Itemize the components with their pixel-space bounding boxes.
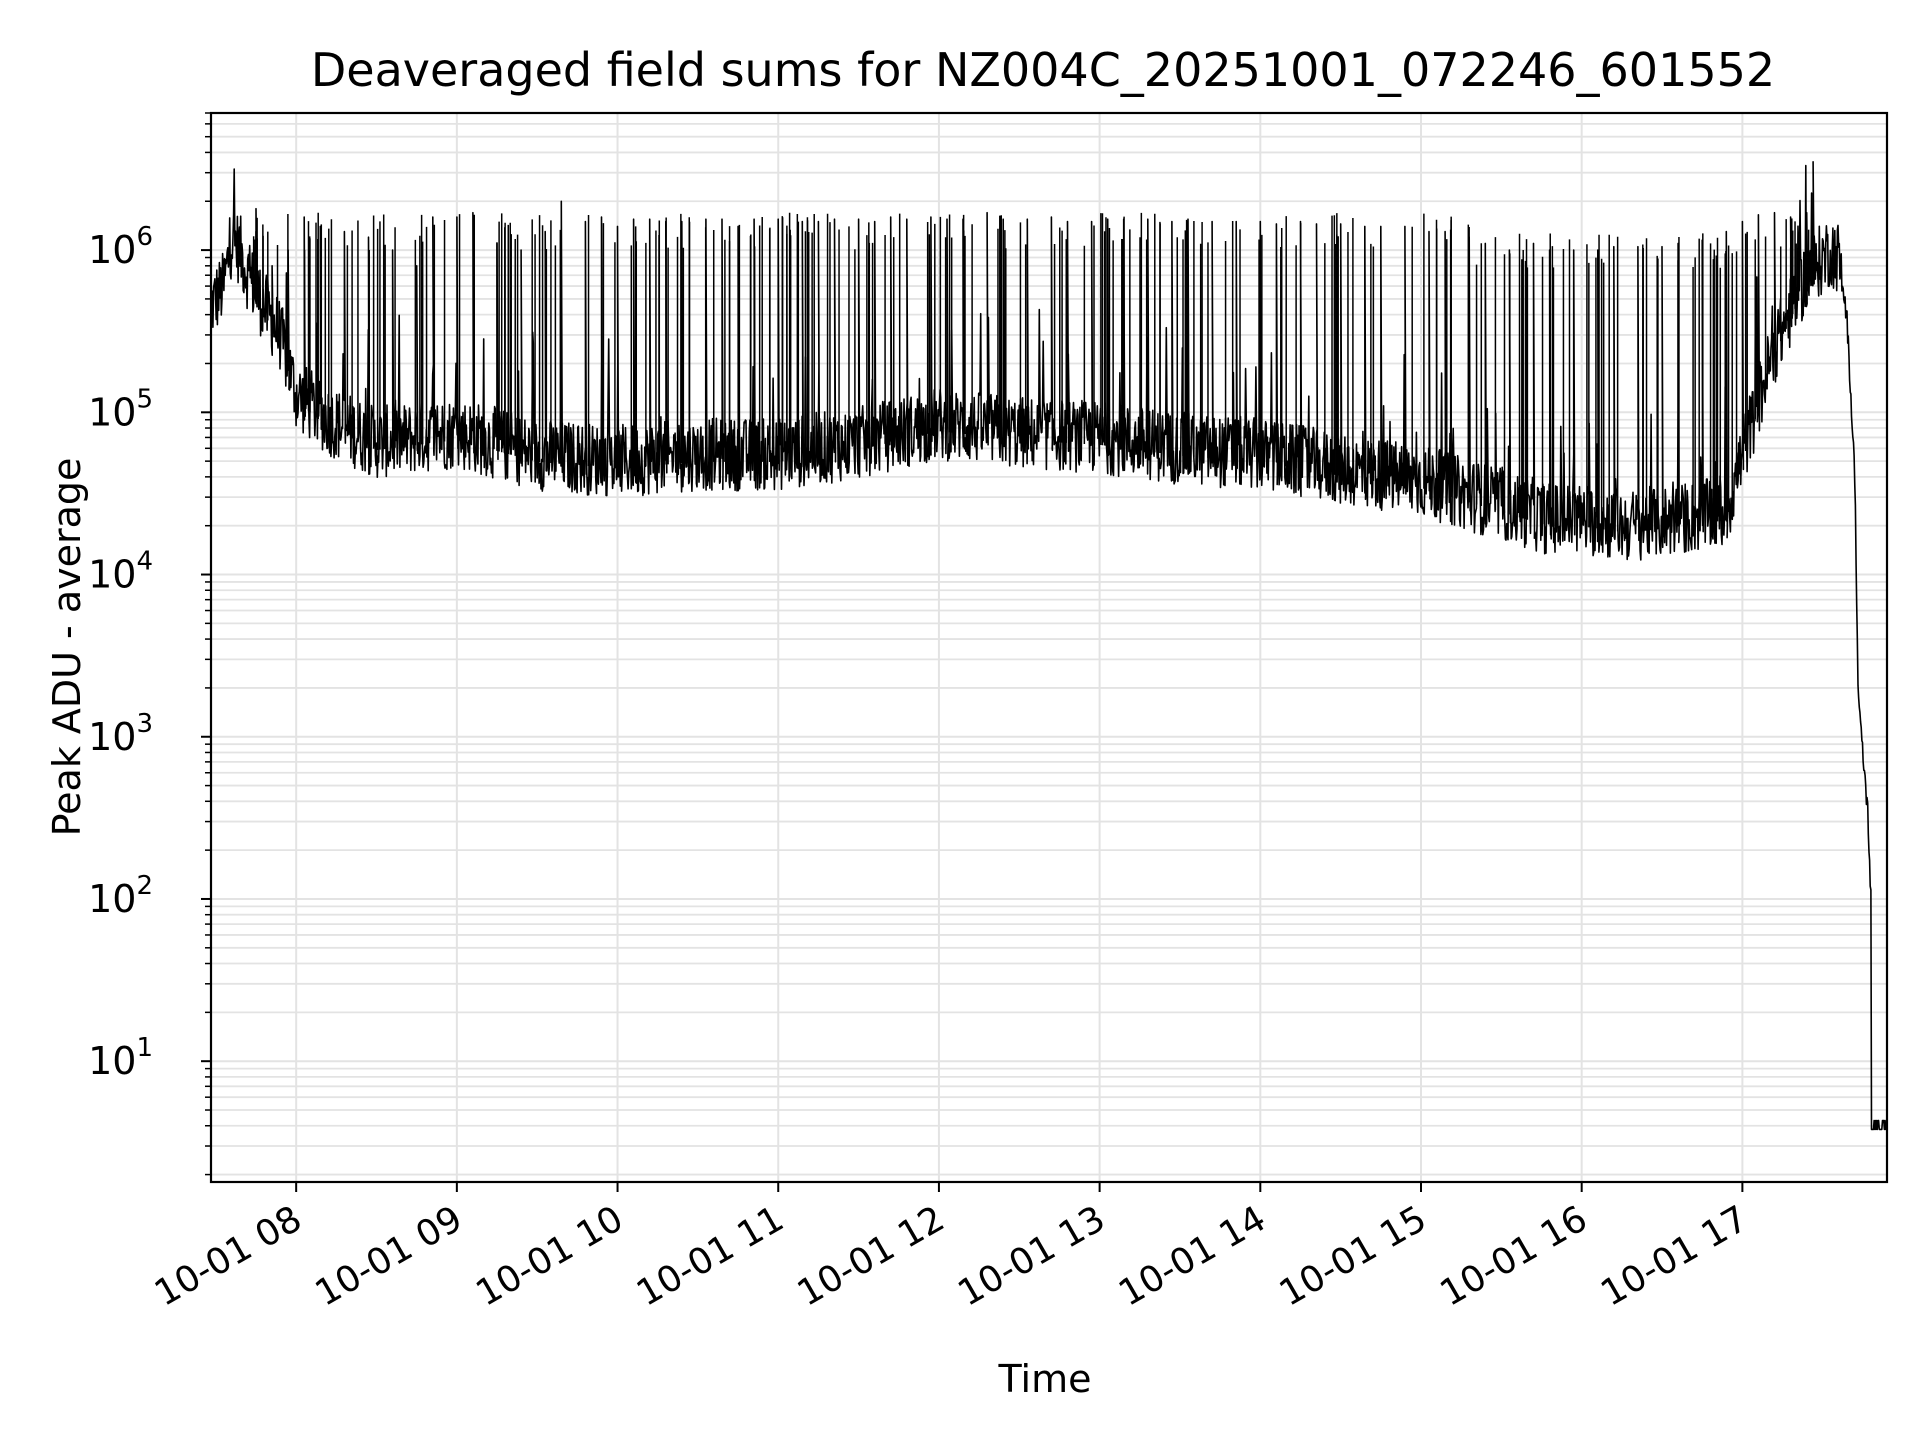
y-tick-base: 10 bbox=[88, 390, 136, 434]
y-tick-label: 101 bbox=[88, 1033, 153, 1083]
y-tick-base: 10 bbox=[88, 877, 136, 921]
y-tick-label: 104 bbox=[88, 547, 153, 597]
y-tick-label: 102 bbox=[88, 871, 153, 921]
y-tick-label: 103 bbox=[88, 709, 153, 759]
series bbox=[210, 161, 1888, 1131]
grid bbox=[211, 112, 1887, 1182]
y-tick-base: 10 bbox=[88, 553, 136, 597]
x-axis-label: Time bbox=[998, 1357, 1092, 1401]
y-tick-base: 10 bbox=[88, 715, 136, 759]
y-tick-exponent: 2 bbox=[136, 871, 153, 901]
y-tick-base: 10 bbox=[88, 228, 136, 272]
y-tick-base: 10 bbox=[88, 1039, 136, 1083]
plot-frame bbox=[209, 111, 1889, 1184]
y-tick-exponent: 3 bbox=[136, 709, 153, 739]
y-tick-exponent: 4 bbox=[136, 547, 153, 577]
y-tick-exponent: 5 bbox=[136, 384, 153, 414]
y-tick-exponent: 1 bbox=[136, 1033, 153, 1063]
y-axis-label: Peak ADU - average bbox=[45, 458, 89, 837]
y-tick-exponent: 6 bbox=[136, 222, 153, 252]
y-tick-label: 106 bbox=[88, 222, 153, 272]
y-tick-label: 105 bbox=[88, 384, 153, 434]
chart-title: Deaveraged field sums for NZ004C_2025100… bbox=[311, 43, 1775, 97]
series-line bbox=[210, 161, 1888, 1131]
